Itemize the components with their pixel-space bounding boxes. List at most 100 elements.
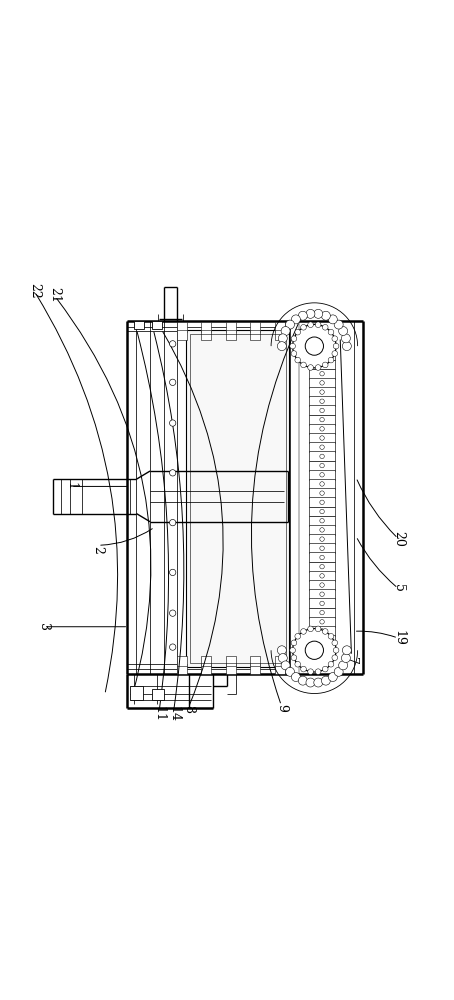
Circle shape	[291, 351, 297, 356]
Circle shape	[169, 610, 176, 616]
Bar	[177, 322, 187, 332]
Circle shape	[328, 661, 334, 667]
Circle shape	[320, 344, 324, 348]
Bar	[153, 321, 162, 329]
Circle shape	[295, 329, 301, 335]
Circle shape	[320, 454, 324, 459]
Circle shape	[169, 341, 176, 347]
Bar	[309, 589, 335, 599]
Circle shape	[321, 676, 331, 685]
Bar	[309, 415, 335, 425]
Bar	[309, 396, 335, 406]
Bar	[251, 322, 261, 332]
Circle shape	[277, 646, 286, 655]
Circle shape	[320, 390, 324, 394]
Circle shape	[291, 673, 301, 681]
Circle shape	[301, 324, 306, 330]
Bar	[309, 571, 335, 581]
Circle shape	[320, 371, 324, 376]
Bar	[309, 516, 335, 526]
Bar	[309, 626, 335, 636]
Circle shape	[320, 436, 324, 440]
Circle shape	[308, 626, 313, 632]
Bar	[153, 689, 163, 700]
Bar	[309, 598, 335, 608]
Circle shape	[320, 518, 324, 523]
Circle shape	[296, 332, 301, 338]
Circle shape	[291, 336, 297, 342]
Circle shape	[332, 336, 338, 342]
Circle shape	[320, 610, 324, 615]
Circle shape	[328, 633, 334, 639]
Text: 7: 7	[345, 657, 358, 665]
Bar	[177, 330, 187, 340]
Text: 1: 1	[64, 482, 77, 490]
Circle shape	[328, 673, 337, 681]
Circle shape	[306, 309, 315, 318]
Bar	[309, 451, 335, 461]
Circle shape	[277, 342, 286, 351]
Circle shape	[320, 500, 324, 505]
Circle shape	[301, 362, 306, 368]
Circle shape	[291, 655, 297, 661]
Circle shape	[291, 315, 301, 324]
Circle shape	[320, 638, 324, 642]
Bar	[251, 330, 261, 340]
Circle shape	[320, 537, 324, 541]
Circle shape	[320, 473, 324, 477]
Circle shape	[293, 324, 336, 368]
Bar	[309, 479, 335, 489]
Circle shape	[293, 629, 336, 672]
Text: 22: 22	[28, 283, 41, 298]
Bar	[309, 360, 335, 369]
Circle shape	[320, 417, 324, 422]
Circle shape	[320, 592, 324, 596]
Circle shape	[295, 633, 301, 639]
Circle shape	[339, 661, 348, 670]
Bar	[309, 442, 335, 452]
Bar	[309, 507, 335, 516]
Circle shape	[320, 491, 324, 495]
Bar	[309, 433, 335, 443]
Circle shape	[298, 311, 307, 320]
Circle shape	[320, 482, 324, 486]
Circle shape	[339, 327, 348, 335]
Circle shape	[322, 362, 328, 368]
Text: 2: 2	[92, 546, 104, 554]
Circle shape	[169, 470, 176, 476]
Circle shape	[296, 658, 301, 664]
Circle shape	[320, 583, 324, 587]
Circle shape	[290, 647, 296, 653]
Bar	[309, 369, 335, 379]
Circle shape	[308, 669, 313, 674]
Bar	[226, 664, 236, 674]
Bar	[309, 580, 335, 590]
Bar	[309, 562, 335, 572]
Circle shape	[328, 329, 334, 335]
Circle shape	[320, 647, 324, 652]
Circle shape	[320, 427, 324, 431]
Circle shape	[342, 342, 351, 351]
Circle shape	[333, 343, 339, 349]
Circle shape	[298, 676, 307, 685]
Bar	[251, 664, 261, 674]
Bar	[309, 387, 335, 397]
Circle shape	[290, 343, 296, 349]
Bar	[309, 644, 335, 654]
Bar	[201, 322, 211, 332]
Circle shape	[296, 648, 301, 655]
Circle shape	[320, 528, 324, 532]
Bar	[275, 330, 285, 340]
Bar	[309, 497, 335, 507]
Circle shape	[315, 365, 321, 370]
Circle shape	[315, 669, 321, 674]
Bar	[309, 608, 335, 618]
Text: 21: 21	[49, 287, 61, 302]
Circle shape	[278, 334, 287, 343]
Circle shape	[320, 629, 324, 633]
Circle shape	[281, 327, 290, 335]
Circle shape	[281, 661, 290, 670]
Circle shape	[322, 324, 328, 330]
Circle shape	[169, 420, 176, 426]
Circle shape	[320, 555, 324, 560]
